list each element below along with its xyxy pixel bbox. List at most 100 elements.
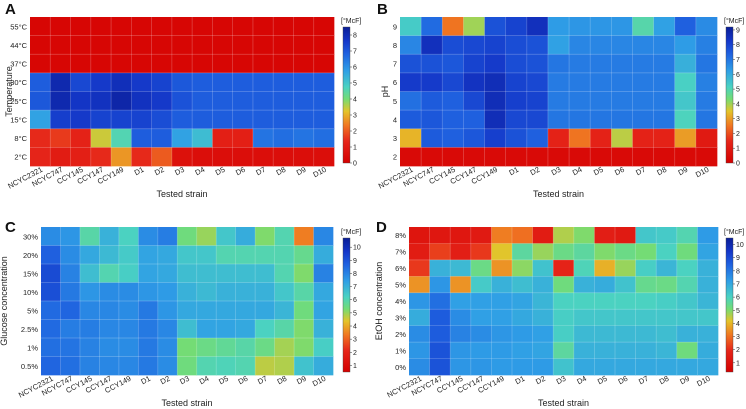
x-tick-label: D3 (173, 165, 186, 177)
heatmap-cell (70, 147, 92, 167)
heatmap-cell (157, 338, 178, 357)
heatmap-cell (491, 243, 513, 261)
heatmap-cell (255, 264, 275, 283)
y-tick-label: 2 (393, 153, 397, 162)
heatmap-cell (216, 338, 237, 357)
heatmap-cell (90, 72, 112, 92)
heatmap-cell (450, 325, 472, 343)
heatmap-cell (615, 309, 636, 327)
heatmap-cell (632, 128, 654, 148)
heatmap-cell (111, 35, 132, 55)
heatmap-cell (400, 128, 422, 148)
heatmap-cell (635, 309, 657, 327)
heatmap-cell (151, 72, 173, 92)
heatmap-cell (235, 338, 256, 357)
heatmap-cell (676, 342, 698, 359)
heatmap-cell (196, 301, 217, 320)
heatmap-cell (573, 342, 595, 359)
heatmap-cell (484, 128, 507, 148)
heatmap-cell (255, 227, 275, 246)
heatmap-cell (615, 259, 636, 277)
y-tick-label: 8°C (14, 134, 27, 143)
heatmap-cell (590, 110, 612, 130)
heatmap-cell (526, 35, 549, 55)
heatmap-cell (41, 282, 61, 302)
heatmap-cell (594, 243, 616, 261)
heatmap-cell (695, 128, 718, 148)
heatmap-cell (484, 147, 507, 167)
heatmap-cell (532, 276, 554, 294)
heatmap-cell (196, 319, 217, 339)
x-tick-label: D5 (596, 374, 609, 386)
heatmap-cell (293, 147, 315, 167)
x-tick-label: D10 (311, 165, 327, 179)
heatmap-cell (255, 319, 275, 339)
heatmap-cell (611, 35, 633, 55)
heatmap-cell (171, 35, 193, 55)
heatmap-cell (252, 91, 274, 111)
heatmap-cell (90, 54, 112, 74)
heatmap-cell (157, 319, 178, 339)
heatmap-cell (573, 276, 595, 294)
colorbar-tick-label: 7 (736, 281, 740, 288)
heatmap-cell (118, 338, 139, 357)
heatmap-cell (252, 147, 274, 167)
heatmap-cell (653, 35, 676, 55)
heatmap-cell (547, 17, 570, 36)
heatmap-cell (274, 282, 295, 302)
heatmap-cell (255, 301, 275, 320)
heatmap-cell (111, 17, 132, 36)
y-tick-label: 9 (393, 22, 397, 31)
heatmap-cell (252, 110, 274, 130)
heatmap-cell (50, 110, 71, 130)
heatmap-panel-b: B98765432NCYC2321NCYC747CCY145CCY147CCY1… (377, 1, 745, 199)
heatmap-cell (274, 338, 295, 357)
heatmap-cell (313, 128, 335, 148)
heatmap-cell (611, 17, 633, 36)
heatmap-cell (553, 243, 575, 261)
heatmap-cell (216, 319, 237, 339)
heatmap-cell (118, 356, 139, 376)
heatmap-cell (60, 264, 81, 283)
heatmap-cell (429, 259, 451, 277)
heatmap-cell (400, 54, 422, 74)
heatmap-cell (442, 17, 464, 36)
y-tick-label: 7% (395, 248, 406, 257)
colorbar-tick-label: 3 (353, 113, 357, 120)
colorbar-tick-label: 1 (736, 146, 740, 153)
heatmap-cell (400, 110, 422, 130)
heatmap-cell (255, 356, 275, 376)
heatmap-cell (512, 243, 533, 261)
heatmap-cell (484, 17, 507, 36)
heatmap-cell (569, 54, 591, 74)
y-tick-label: 30°C (10, 78, 27, 87)
heatmap-cell (151, 17, 173, 36)
heatmap-panel-a: A55°C44°C37°C30°C25°C15°C8°C2°CNCYC2321N… (4, 1, 361, 199)
heatmap-cell (590, 72, 612, 92)
heatmap-cell (632, 147, 654, 167)
heatmap-cell (594, 342, 616, 359)
heatmap-cell (138, 282, 159, 302)
colorbar-tick-label: 4 (736, 321, 740, 328)
x-tick-label: D8 (275, 165, 288, 177)
heatmap-cell (50, 54, 71, 74)
heatmap-cell (553, 325, 575, 343)
heatmap-cell (697, 309, 719, 327)
colorbar-tick-label: 10 (736, 242, 744, 249)
x-tick-label: D6 (613, 165, 626, 177)
y-tick-label: 7 (393, 60, 397, 69)
heatmap-cell (313, 54, 335, 74)
heatmap-cell (30, 54, 51, 74)
heatmap-cell (697, 358, 719, 376)
heatmap-cell (573, 358, 595, 376)
y-tick-label: 6% (395, 264, 406, 273)
heatmap-cell (421, 17, 443, 36)
heatmap-cell (611, 54, 633, 74)
heatmap-cell (674, 35, 697, 55)
heatmap-cell (470, 259, 492, 277)
heatmap-cell (429, 276, 451, 294)
heatmap-cell (235, 301, 256, 320)
x-axis-label: Tested strain (538, 398, 589, 408)
heatmap-cell (50, 17, 71, 36)
heatmap-cell (293, 72, 315, 92)
